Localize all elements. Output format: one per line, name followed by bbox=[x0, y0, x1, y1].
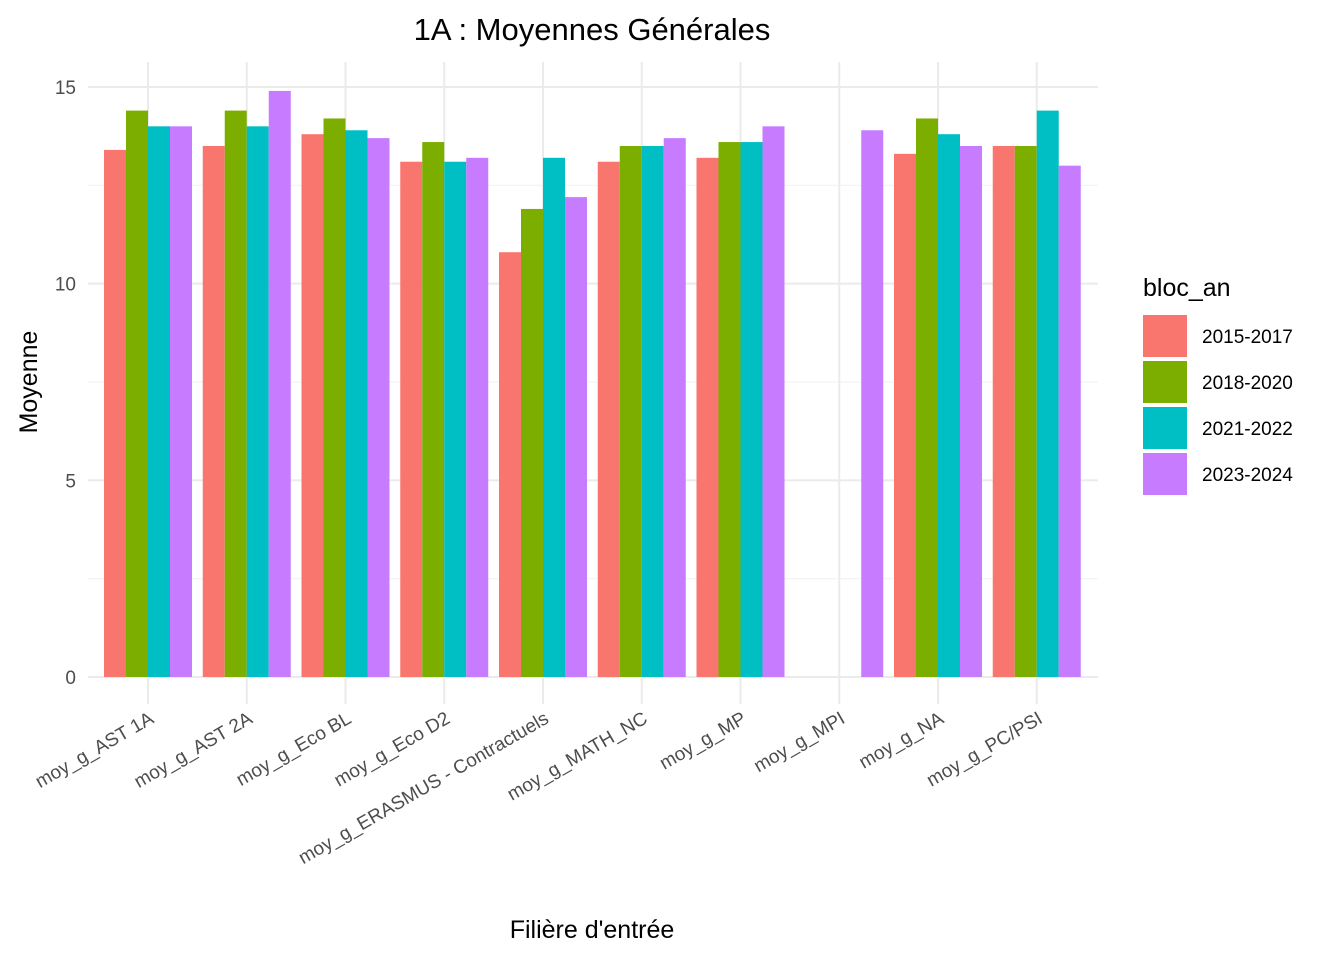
bar bbox=[170, 126, 192, 678]
bar bbox=[345, 130, 368, 677]
bar bbox=[126, 110, 148, 678]
bar bbox=[543, 157, 565, 678]
legend-label: 2018-2020 bbox=[1202, 373, 1293, 394]
bar bbox=[148, 126, 170, 678]
legend-label: 2021-2022 bbox=[1202, 419, 1293, 440]
bar bbox=[938, 134, 960, 677]
bar bbox=[499, 252, 521, 677]
bar bbox=[1058, 165, 1081, 677]
bar bbox=[400, 161, 423, 677]
y-tick-label: 15 bbox=[55, 78, 76, 99]
bar bbox=[663, 138, 686, 678]
bar bbox=[268, 90, 291, 677]
bar bbox=[466, 157, 489, 678]
legend-swatch bbox=[1143, 315, 1187, 357]
bar bbox=[619, 146, 642, 677]
legend-label: 2015-2017 bbox=[1202, 327, 1293, 348]
bar bbox=[894, 153, 916, 677]
y-tick-label: 0 bbox=[65, 668, 76, 689]
bar bbox=[740, 142, 763, 678]
y-axis-title: Moyenne bbox=[15, 331, 43, 434]
bar bbox=[696, 157, 719, 678]
bar bbox=[202, 146, 225, 677]
bar bbox=[323, 118, 346, 677]
bar bbox=[565, 197, 587, 677]
bar bbox=[992, 146, 1015, 677]
bar bbox=[422, 142, 445, 678]
bar bbox=[104, 149, 126, 677]
bar bbox=[246, 126, 269, 678]
y-tick-label: 10 bbox=[55, 275, 76, 296]
bar bbox=[444, 161, 467, 677]
x-tick-label: moy_g_NA bbox=[856, 708, 948, 773]
x-tick-label: moy_g_MPI bbox=[750, 708, 848, 777]
y-tick-label: 5 bbox=[65, 471, 76, 492]
bar bbox=[521, 208, 543, 677]
legend-swatch bbox=[1143, 453, 1187, 495]
bar bbox=[861, 130, 884, 677]
bars bbox=[104, 90, 1081, 678]
x-tick-label: moy_g_MP bbox=[656, 708, 750, 774]
legend-swatch bbox=[1143, 361, 1187, 403]
bar bbox=[641, 146, 664, 677]
x-axis-title: Filière d'entrée bbox=[510, 916, 675, 944]
y-axis-ticks: 0 5 10 15 bbox=[55, 78, 76, 689]
bar bbox=[762, 126, 785, 678]
legend-label: 2023-2024 bbox=[1202, 465, 1293, 486]
bar bbox=[301, 134, 324, 677]
bar bbox=[224, 110, 247, 678]
bar bbox=[597, 161, 620, 677]
legend: bloc_an 2015-2017 2018-2020 2021-2022 2023-… bbox=[1143, 274, 1293, 495]
bar bbox=[916, 118, 938, 677]
legend-swatch bbox=[1143, 407, 1187, 449]
bar bbox=[367, 138, 390, 678]
bar bbox=[1036, 110, 1059, 678]
bar bbox=[718, 142, 741, 678]
legend-title: bloc_an bbox=[1143, 274, 1231, 302]
bar bbox=[1014, 146, 1037, 677]
bar bbox=[960, 146, 982, 677]
chart-title: 1A : Moyennes Générales bbox=[414, 12, 771, 47]
